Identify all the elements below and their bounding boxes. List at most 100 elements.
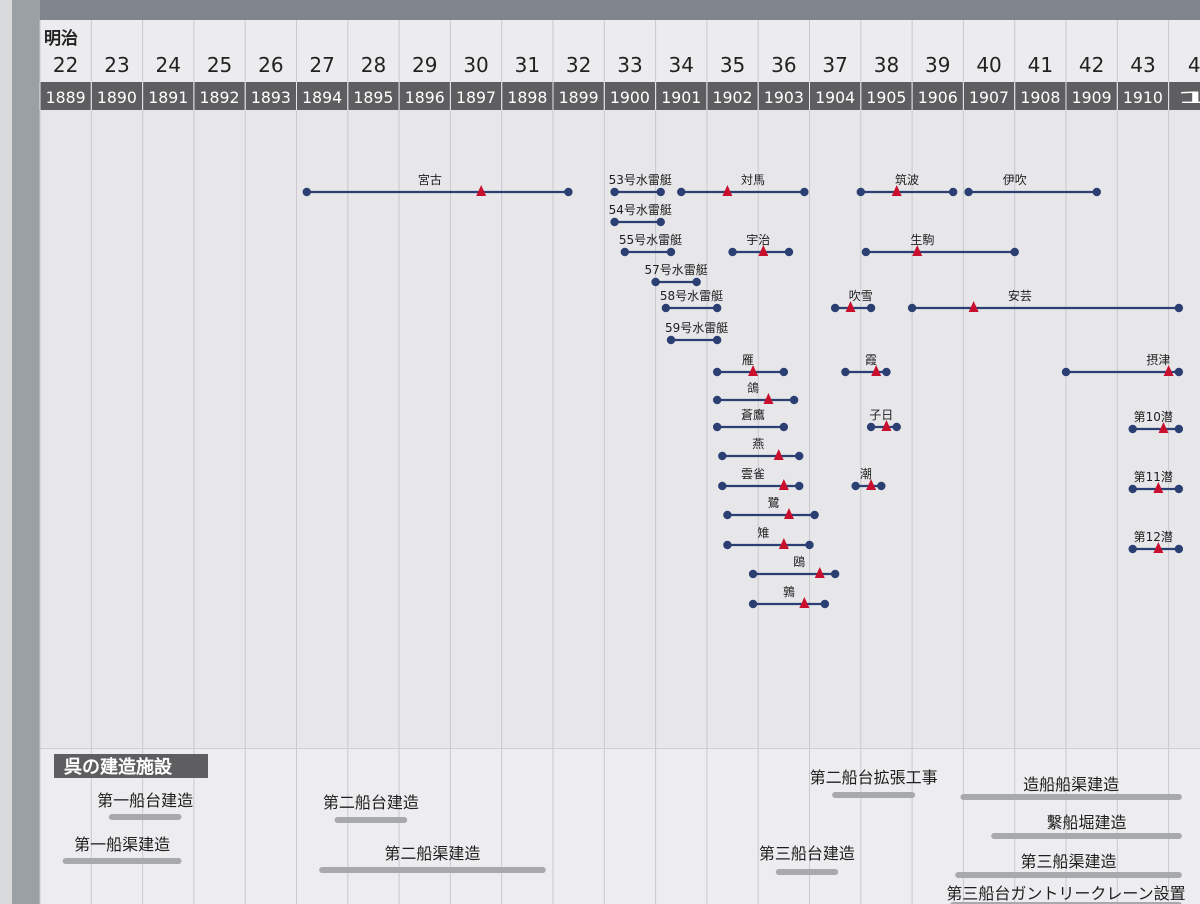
vessel-name: 雁 [742,353,754,367]
western-year-label: 1903 [764,88,804,107]
era-year-number: 39 [925,53,950,77]
facility-name: 造船船渠建造 [1023,775,1119,794]
era-year-number: 37 [822,53,847,77]
vessel-name: 摂津 [1146,352,1170,367]
vessel-start-dot [718,481,727,491]
vessel-start-dot [1128,424,1137,434]
vessel-end-dot [800,187,809,197]
launch-marker [722,185,733,196]
launch-marker [1153,542,1164,553]
vessel-end-dot [564,187,573,197]
vessel-name: 伊吹 [1003,173,1027,187]
vessel-end-dot [712,303,722,313]
western-year-label: 1895 [353,88,393,107]
vessel-end-dot [789,395,799,405]
vessel-name: 生駒 [910,233,934,247]
vessel-start-dot [964,187,973,197]
facility-name: 第二船台建造 [323,793,419,812]
era-year-number: 29 [412,53,437,77]
western-year-label: 1893 [251,88,291,107]
era-header-band [40,20,1200,82]
launch-marker [778,479,789,490]
vessel-start-dot [677,187,686,197]
vessel-start-dot [907,303,917,313]
vessel-end-dot [795,451,804,461]
vessel-name: 59号水雷艇 [665,321,728,335]
vessel-name: 吹雪 [849,289,873,303]
vessel-name: 57号水雷艇 [644,263,707,277]
launch-marker [476,185,487,196]
vessel-name: 宇治 [746,233,770,247]
vessel-name: 雉 [757,526,769,540]
western-year-label: 1904 [815,88,855,107]
facility-section-title: 呉の建造施設 [64,756,173,778]
vessel-name: 潮 [860,466,872,481]
western-year-label: 1908 [1020,88,1060,107]
launch-marker [773,449,784,460]
era-year-number: 34 [669,53,694,77]
vessel-start-dot [748,599,758,609]
vessel-end-dot [877,481,886,491]
western-year-label: 1896 [405,88,445,107]
western-year-label: 1910 [1123,88,1163,107]
western-year-label: 1890 [97,88,137,107]
vessel-start-dot [651,277,660,287]
era-year-number: 42 [1079,53,1104,77]
vessel-start-dot [610,187,619,197]
era-year-number: 4 [1188,53,1200,77]
vessel-start-dot [661,303,671,313]
vessel-start-dot [620,247,630,257]
vessel-end-dot [892,422,901,432]
facility-name: 第一船渠建造 [74,835,170,854]
vessel-end-dot [656,187,665,197]
vessel-end-dot [779,422,789,432]
western-year-label: 1891 [148,88,188,107]
vessel-name: 安芸 [1008,288,1032,303]
facility-name: 第三船渠建造 [1021,852,1117,871]
era-year-number: 30 [463,53,488,77]
era-year-number: 38 [874,53,899,77]
launch-marker [1158,422,1169,433]
western-year-label: 1905 [866,88,906,107]
era-year-number: 43 [1130,53,1155,77]
launch-marker [814,567,825,578]
era-year-number: 28 [361,53,386,77]
vessel-start-dot [712,422,722,432]
vessel-start-dot [866,422,876,432]
western-year-label: 1 [1174,88,1200,107]
launch-marker [866,479,877,490]
vessel-end-dot [779,367,789,377]
vessel-name: 筑波 [895,172,919,187]
vessel-name: 53号水雷艇 [609,173,672,187]
western-year-label: 1894 [302,88,342,107]
vessel-end-dot [948,187,958,197]
vessel-end-dot [1092,187,1101,197]
western-year-label: 1902 [713,88,753,107]
vessel-end-dot [882,367,891,377]
vessel-start-dot [1128,484,1137,494]
western-year-label: 1907 [969,88,1009,107]
vessel-end-dot [1174,303,1184,313]
vessel-name: 第12潜 [1134,530,1173,544]
era-year-number: 32 [566,53,591,77]
vessel-end-dot [795,481,804,491]
era-year-number: 41 [1028,53,1053,77]
vessel-start-dot [723,510,732,520]
era-year-number: 40 [976,53,1001,77]
vessel-start-dot [712,367,722,377]
vessel-end-dot [1010,247,1019,257]
launch-marker [783,508,794,519]
western-year-label: 1899 [559,88,599,107]
era-year-number: 31 [515,53,540,77]
vessel-end-dot [692,277,701,287]
era-label: 明治 [44,28,78,49]
vessel-end-dot [656,217,665,227]
vessel-name: 雲雀 [741,467,765,481]
era-year-number: 24 [156,53,181,77]
vessel-name: 子日 [869,408,893,422]
vessel-end-dot [1174,424,1184,434]
western-year-label: 1898 [507,88,547,107]
western-year-label: 1909 [1072,88,1112,107]
vessel-start-dot [666,335,676,345]
